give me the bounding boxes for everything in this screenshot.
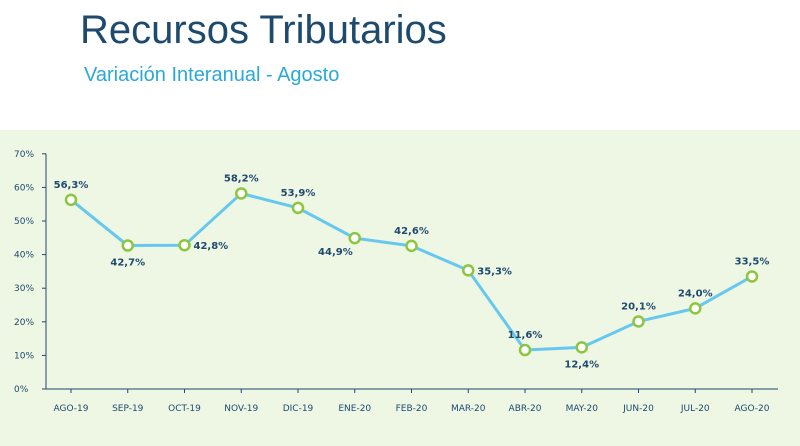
data-point bbox=[121, 239, 134, 252]
data-point bbox=[348, 231, 361, 245]
axes: 0% 10% 20% 30% 40% 50% 60% 70% AGO-19 SEP-19 OCT-1… bbox=[14, 150, 778, 414]
data-label: 58,2% bbox=[224, 173, 259, 184]
x-tick-label: MAR-20 bbox=[451, 404, 486, 414]
x-tick-label: DIC-19 bbox=[283, 404, 314, 414]
x-tick-label: JUN-20 bbox=[622, 404, 654, 414]
y-tick-label: 10% bbox=[14, 351, 34, 361]
y-tick-label: 70% bbox=[14, 150, 34, 160]
chart-title: Recursos Tributarios bbox=[80, 8, 447, 52]
data-point bbox=[462, 264, 475, 277]
y-tick-label: 0% bbox=[14, 385, 29, 395]
data-label: 42,6% bbox=[394, 226, 429, 237]
y-tick-label: 40% bbox=[14, 251, 34, 261]
series-points bbox=[64, 187, 759, 357]
data-point bbox=[518, 343, 532, 357]
data-label: 12,4% bbox=[564, 359, 599, 370]
data-labels: 56,3% 42,7% 42,8% 58,2% 53,9% 44,9% 42,6% 35,3%… bbox=[54, 173, 770, 370]
x-tick-label: AGO-19 bbox=[53, 404, 88, 414]
x-tick-label: FEB-20 bbox=[396, 404, 428, 414]
data-label: 35,3% bbox=[477, 266, 512, 277]
x-tick-label: ENE-20 bbox=[338, 404, 371, 414]
y-tick-label: 30% bbox=[14, 284, 34, 294]
data-label: 44,9% bbox=[318, 247, 353, 258]
y-tick-label: 60% bbox=[14, 183, 34, 193]
y-tick-label: 20% bbox=[14, 318, 34, 328]
x-tick-label: AGO-20 bbox=[734, 404, 769, 414]
chart-subtitle: Variación Interanual - Agosto bbox=[84, 64, 340, 86]
x-tick-label: NOV-19 bbox=[224, 404, 258, 414]
data-label: 33,5% bbox=[735, 256, 770, 267]
data-point bbox=[405, 239, 418, 253]
data-point bbox=[291, 201, 305, 215]
data-label: 42,7% bbox=[110, 258, 145, 269]
data-point bbox=[632, 315, 645, 328]
data-point bbox=[235, 187, 248, 200]
x-tick-label: MAY-20 bbox=[566, 404, 599, 414]
data-label: 20,1% bbox=[621, 301, 656, 312]
x-tick-label: OCT-19 bbox=[168, 404, 201, 414]
x-tick-label: ABR-20 bbox=[509, 404, 542, 414]
data-label: 11,6% bbox=[508, 330, 543, 341]
data-point bbox=[745, 270, 759, 283]
data-point bbox=[64, 193, 78, 207]
x-tick-label: SEP-19 bbox=[112, 404, 144, 414]
x-tick-label: JUL-20 bbox=[680, 404, 710, 414]
data-label: 56,3% bbox=[54, 180, 89, 191]
y-tick-label: 50% bbox=[14, 217, 34, 227]
chart-panel: 0% 10% 20% 30% 40% 50% 60% 70% AGO-19 SEP-19 OCT-1… bbox=[0, 130, 800, 446]
line-chart: 0% 10% 20% 30% 40% 50% 60% 70% AGO-19 SEP-19 OCT-1… bbox=[0, 130, 800, 446]
data-label: 24,0% bbox=[678, 288, 713, 299]
data-label: 42,8% bbox=[194, 241, 229, 252]
data-label: 53,9% bbox=[281, 188, 316, 199]
data-point bbox=[689, 302, 702, 315]
data-point bbox=[178, 238, 191, 252]
chart-background bbox=[0, 130, 800, 446]
data-point bbox=[575, 341, 588, 354]
